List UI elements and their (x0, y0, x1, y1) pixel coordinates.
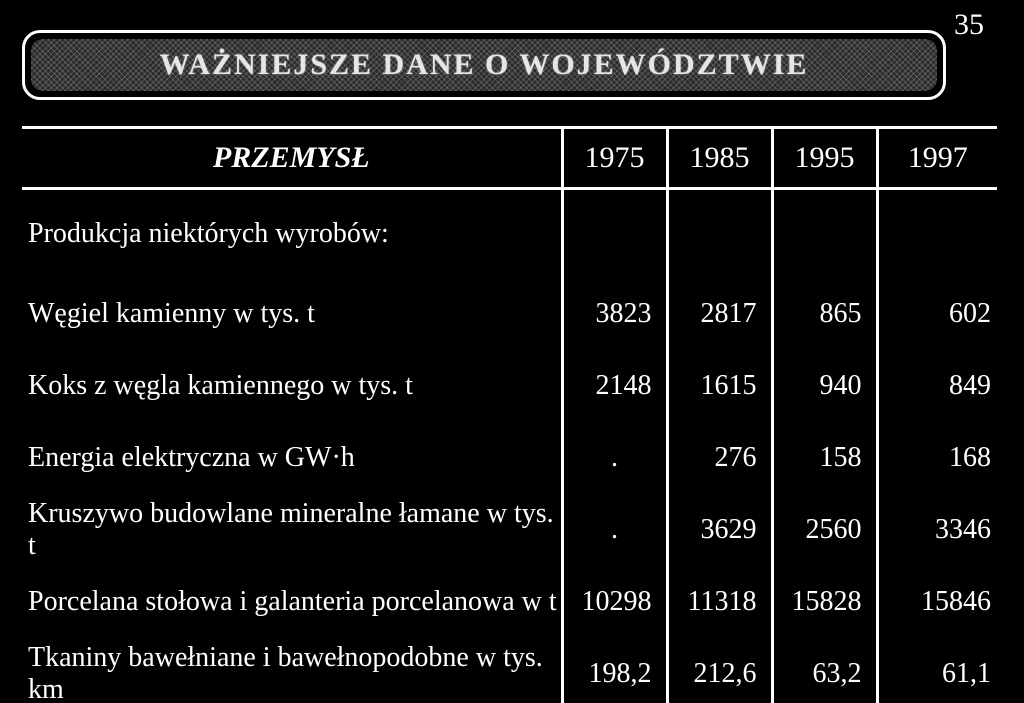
row-value: 3823 (562, 278, 667, 350)
table-header-year-1997: 1997 (877, 128, 997, 189)
row-value: 212,6 (667, 638, 772, 703)
row-value: 10298 (562, 566, 667, 638)
row-label: Kruszywo budowlane mineralne łamane w ty… (22, 494, 562, 566)
row-value: 1615 (667, 350, 772, 422)
row-value: 276 (667, 422, 772, 494)
row-value: 61,1 (877, 638, 997, 703)
row-value: 849 (877, 350, 997, 422)
table-header-year-1985: 1985 (667, 128, 772, 189)
table-row: Porcelana stołowa i galanteria porcelano… (22, 566, 997, 638)
przemysl-table: PRZEMYSŁ 1975 1985 1995 1997 Produkcja n… (22, 126, 997, 703)
row-label: Węgiel kamienny w tys. t (22, 278, 562, 350)
row-label: Porcelana stołowa i galanteria porcelano… (22, 566, 562, 638)
row-value: 2148 (562, 350, 667, 422)
banner-outer: WAŻNIEJSZE DANE O WOJEWÓDZTWIE (22, 30, 946, 100)
row-value: 15846 (877, 566, 997, 638)
banner-inner: WAŻNIEJSZE DANE O WOJEWÓDZTWIE (31, 39, 937, 91)
table-header-year-1975: 1975 (562, 128, 667, 189)
page-number: 35 (954, 8, 984, 42)
row-label: Koks z węgla kamiennego w tys. t (22, 350, 562, 422)
table-section-label: Produkcja niektórych wyrobów: (22, 189, 562, 279)
table-row: Energia elektryczna w GW·h . 276 158 168 (22, 422, 997, 494)
table-row: Kruszywo budowlane mineralne łamane w ty… (22, 494, 997, 566)
row-value: . (562, 422, 667, 494)
row-value: 11318 (667, 566, 772, 638)
table-row: Węgiel kamienny w tys. t 3823 2817 865 6… (22, 278, 997, 350)
table-header-year-1995: 1995 (772, 128, 877, 189)
page: 35 WAŻNIEJSZE DANE O WOJEWÓDZTWIE PRZEMY… (0, 0, 1024, 703)
banner-title: WAŻNIEJSZE DANE O WOJEWÓDZTWIE (160, 48, 809, 82)
row-value: 3346 (877, 494, 997, 566)
row-label: Energia elektryczna w GW·h (22, 422, 562, 494)
empty-cell (877, 189, 997, 279)
row-value: 602 (877, 278, 997, 350)
row-value: 2560 (772, 494, 877, 566)
row-value: 168 (877, 422, 997, 494)
row-value: 15828 (772, 566, 877, 638)
empty-cell (667, 189, 772, 279)
row-value: . (562, 494, 667, 566)
row-value: 865 (772, 278, 877, 350)
row-value: 63,2 (772, 638, 877, 703)
empty-cell (772, 189, 877, 279)
row-value: 3629 (667, 494, 772, 566)
row-value: 2817 (667, 278, 772, 350)
row-label: Tkaniny bawełniane i bawełnopodobne w ty… (22, 638, 562, 703)
table-row: Tkaniny bawełniane i bawełnopodobne w ty… (22, 638, 997, 703)
table-header-label: PRZEMYSŁ (22, 128, 562, 189)
empty-cell (562, 189, 667, 279)
table-header-row: PRZEMYSŁ 1975 1985 1995 1997 (22, 128, 997, 189)
table-row: Koks z węgla kamiennego w tys. t 2148 16… (22, 350, 997, 422)
row-value: 198,2 (562, 638, 667, 703)
table-section-row: Produkcja niektórych wyrobów: (22, 189, 997, 279)
row-value: 158 (772, 422, 877, 494)
row-value: 940 (772, 350, 877, 422)
